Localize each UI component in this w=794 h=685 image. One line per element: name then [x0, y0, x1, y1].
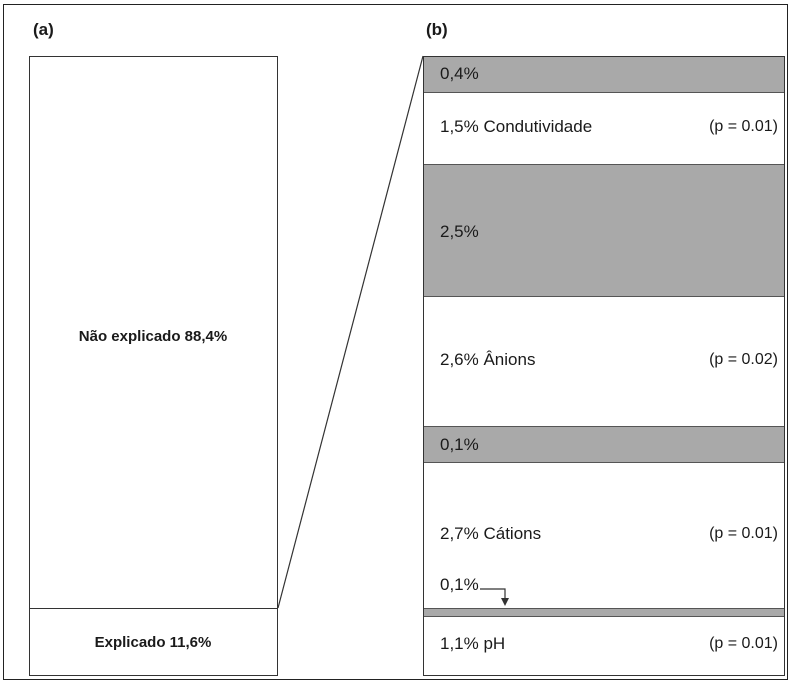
segment-cations	[423, 462, 785, 608]
segment-anions	[423, 296, 785, 426]
label-0-1-b: 0,1%	[440, 575, 479, 594]
unexplained-label: Não explicado 88,4%	[78, 328, 228, 345]
label-2-5: 2,5%	[440, 222, 479, 241]
unexplained-segment	[29, 56, 278, 610]
label-cations: 2,7% Cátions	[440, 524, 542, 543]
p-anions: (p = 0.02)	[709, 351, 778, 368]
panel-a-label: (a)	[33, 20, 54, 39]
figure-frame	[3, 4, 788, 680]
label-ph: 1,1% pH	[440, 634, 506, 653]
segment-condutividade	[423, 92, 785, 164]
label-anions: 2,6% Ânions	[440, 350, 536, 369]
segment-0-4	[423, 56, 785, 92]
segment-0-1-a	[423, 426, 785, 462]
segment-0-1-b	[423, 608, 785, 616]
p-ph: (p = 0.01)	[709, 635, 778, 652]
explained-label: Explicado 11,6%	[94, 634, 212, 651]
label-condutividade: 1,5% Condutividade	[440, 117, 593, 136]
segment-2-5	[423, 164, 785, 296]
panel-b-label: (b)	[426, 20, 448, 39]
label-0-1-a: 0,1%	[440, 435, 479, 454]
small-segment-arrowhead	[501, 598, 509, 606]
zoom-connector-line	[277, 55, 424, 609]
label-0-4: 0,4%	[440, 64, 479, 83]
p-condutividade: (p = 0.01)	[709, 118, 778, 135]
p-cations: (p = 0.01)	[709, 525, 778, 542]
small-segment-arrow-line	[480, 588, 506, 600]
explained-segment	[29, 608, 278, 676]
